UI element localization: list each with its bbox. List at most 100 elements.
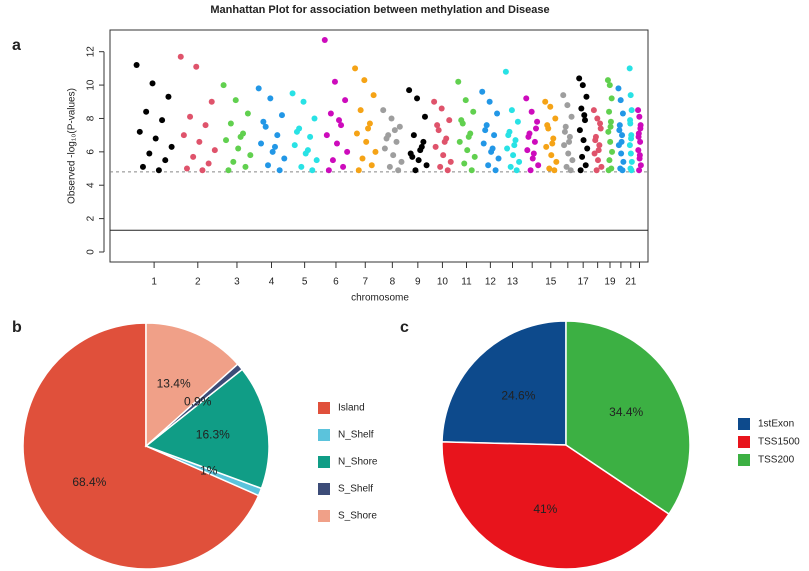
- data-point: [560, 92, 567, 99]
- data-point: [468, 167, 475, 174]
- data-point: [543, 143, 550, 150]
- pie-slice: [145, 322, 239, 448]
- legend-swatch: [318, 456, 330, 468]
- data-point: [149, 80, 156, 87]
- data-point: [576, 75, 583, 82]
- data-point: [281, 155, 288, 162]
- y-axis-label: Observed -log₁₀(P-values): [67, 88, 78, 204]
- data-point: [546, 165, 553, 172]
- data-point: [605, 167, 612, 174]
- data-point: [549, 140, 556, 147]
- data-point: [552, 115, 559, 122]
- slice-label: 68.4%: [72, 475, 106, 489]
- data-point: [441, 138, 448, 145]
- data-point: [415, 157, 422, 164]
- data-point: [205, 160, 212, 167]
- x-tick-label: 13: [507, 277, 519, 288]
- data-point: [628, 107, 635, 114]
- legend-swatch: [738, 418, 750, 430]
- legend-swatch: [318, 402, 330, 414]
- data-point: [300, 98, 307, 105]
- data-point: [615, 85, 622, 92]
- legend-swatch: [738, 436, 750, 448]
- data-point: [508, 107, 515, 114]
- data-point: [289, 90, 296, 97]
- slice-label: 16.3%: [196, 427, 230, 441]
- data-point: [548, 152, 555, 159]
- data-point: [338, 122, 345, 129]
- data-point: [155, 167, 162, 174]
- data-point: [235, 145, 242, 152]
- data-point: [637, 138, 644, 145]
- y-tick-label: 12: [86, 46, 97, 58]
- data-point: [619, 132, 626, 139]
- data-point: [298, 163, 305, 170]
- data-point: [372, 148, 379, 155]
- data-point: [550, 135, 557, 142]
- data-point: [482, 127, 489, 134]
- data-point: [594, 157, 601, 164]
- data-point: [247, 152, 254, 159]
- data-point: [628, 135, 635, 142]
- data-point: [580, 137, 587, 144]
- y-tick-label: 0: [86, 249, 97, 255]
- data-point: [464, 147, 471, 154]
- data-point: [227, 120, 234, 127]
- legend-label: TSS200: [758, 455, 795, 466]
- data-point: [456, 138, 463, 145]
- data-point: [627, 117, 634, 124]
- x-tick-label: 2: [195, 277, 201, 288]
- data-point: [331, 78, 338, 85]
- data-point: [242, 163, 249, 170]
- data-point: [434, 122, 441, 129]
- x-tick-label: 19: [604, 277, 616, 288]
- data-point: [177, 53, 184, 60]
- data-point: [265, 162, 272, 169]
- data-point: [352, 65, 359, 72]
- data-point: [486, 98, 493, 105]
- data-point: [502, 68, 509, 75]
- x-tick-label: 21: [625, 277, 637, 288]
- data-point: [516, 158, 523, 165]
- data-point: [523, 95, 530, 102]
- data-point: [636, 113, 643, 120]
- data-point: [431, 98, 438, 105]
- data-point: [438, 105, 445, 112]
- data-point: [607, 118, 614, 125]
- data-point: [423, 162, 430, 169]
- data-point: [262, 123, 269, 130]
- data-point: [342, 97, 349, 104]
- data-point: [440, 152, 447, 159]
- data-point: [635, 107, 642, 114]
- data-point: [388, 115, 395, 122]
- data-point: [582, 162, 589, 169]
- data-point: [514, 118, 521, 125]
- data-point: [495, 155, 502, 162]
- data-point: [616, 127, 623, 134]
- legend-label: N_Shore: [338, 457, 378, 468]
- data-point: [293, 128, 300, 135]
- x-tick-label: 15: [545, 277, 557, 288]
- panel-label: c: [400, 319, 409, 336]
- data-point: [208, 98, 215, 105]
- slice-label: 34.4%: [609, 405, 643, 419]
- data-point: [636, 152, 643, 159]
- data-point: [627, 150, 634, 157]
- data-point: [606, 82, 613, 89]
- y-tick-label: 8: [86, 115, 97, 121]
- data-point: [566, 138, 573, 145]
- data-point: [510, 152, 517, 159]
- data-point: [202, 122, 209, 129]
- data-point: [187, 113, 194, 120]
- data-point: [609, 148, 616, 155]
- data-point: [563, 163, 570, 170]
- data-point: [607, 123, 614, 130]
- data-point: [437, 163, 444, 170]
- data-point: [381, 145, 388, 152]
- data-point: [336, 117, 343, 124]
- x-tick-label: 1: [151, 277, 157, 288]
- data-point: [471, 153, 478, 160]
- data-point: [396, 123, 403, 130]
- data-point: [598, 163, 605, 170]
- data-point: [267, 95, 274, 102]
